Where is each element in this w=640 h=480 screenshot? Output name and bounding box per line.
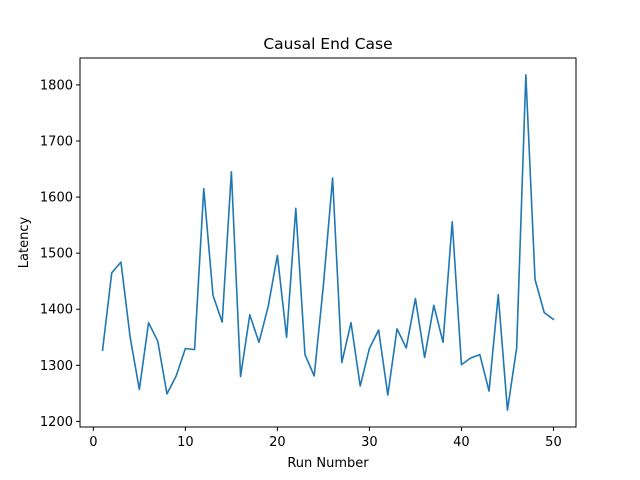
y-tick-label: 1500 [40, 247, 73, 262]
y-tick-label: 1200 [40, 415, 73, 430]
x-tick-label: 50 [545, 435, 562, 450]
x-axis-ticks: 0 10 20 30 40 50 [89, 427, 562, 450]
y-tick-label: 1800 [40, 78, 73, 93]
series-layer [101, 74, 555, 411]
y-tick-label: 1600 [40, 191, 73, 206]
x-tick-label: 40 [453, 435, 470, 450]
y-tick-label: 1300 [40, 359, 73, 374]
x-tick-label: 20 [269, 435, 286, 450]
x-tick-label: 0 [89, 435, 97, 450]
y-tick-label: 1400 [40, 303, 73, 318]
y-tick-label: 1700 [40, 134, 73, 149]
x-tick-label: 30 [361, 435, 378, 450]
x-axis-label: Run Number [287, 456, 369, 471]
x-tick-label: 10 [177, 435, 194, 450]
plot-frame [79, 57, 577, 428]
y-axis-label: Latency [17, 217, 32, 269]
series-line [101, 74, 555, 411]
y-axis-ticks: 1200 1300 1400 1500 1600 1700 1800 [40, 78, 80, 430]
chart-title: Causal End Case [263, 35, 392, 53]
